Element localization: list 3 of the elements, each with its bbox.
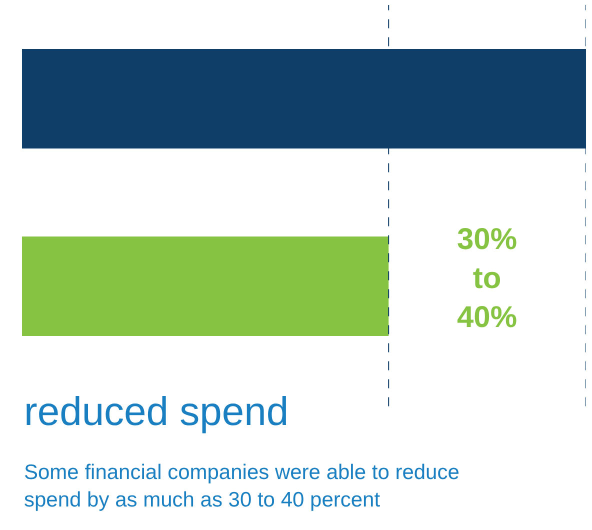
annotation: 30% to 40% [457,223,518,334]
annotation: reduced spend [24,390,289,434]
text: Some financial companies were able to reduce spend by as much as 30 to 40 percent [24,461,460,512]
